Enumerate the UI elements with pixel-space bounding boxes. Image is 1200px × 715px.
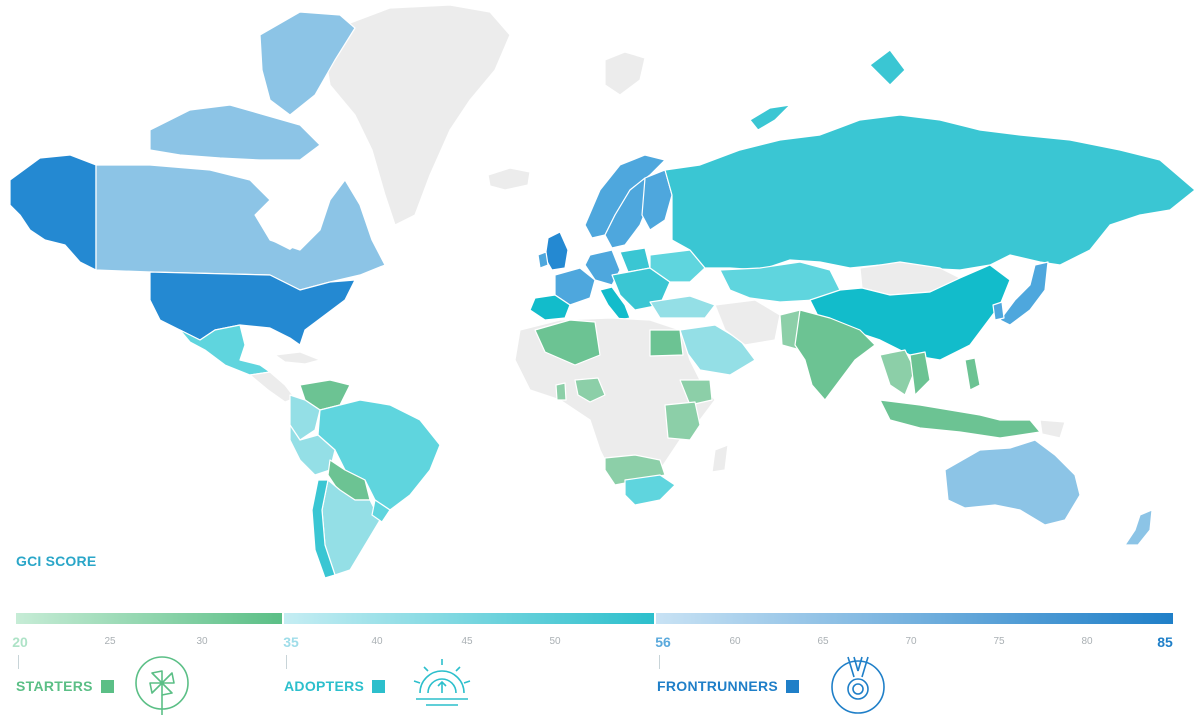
country-novaya-zemlya[interactable] bbox=[749, 104, 791, 131]
country-philippines[interactable] bbox=[964, 357, 981, 391]
divider-frontrunners bbox=[659, 655, 660, 669]
country-papua[interactable] bbox=[1039, 419, 1066, 439]
pinwheel-icon bbox=[135, 656, 189, 715]
frontrunners-gradient-bar bbox=[656, 613, 1173, 624]
scale-tick-65: 65 bbox=[817, 636, 829, 647]
country-australia[interactable] bbox=[944, 439, 1081, 526]
country-alaska[interactable] bbox=[9, 154, 97, 271]
country-usa[interactable] bbox=[149, 271, 356, 346]
country-iran[interactable] bbox=[714, 299, 781, 346]
country-algeria[interactable] bbox=[534, 319, 601, 366]
country-canada[interactable] bbox=[95, 164, 386, 291]
country-svalbard[interactable] bbox=[604, 51, 646, 96]
country-ethiopia[interactable] bbox=[679, 379, 713, 406]
hudson-bay bbox=[255, 205, 305, 250]
category-adopters: ADOPTERS bbox=[284, 678, 386, 694]
country-russia[interactable] bbox=[664, 114, 1196, 271]
country-chile[interactable] bbox=[311, 479, 336, 579]
country-norway[interactable] bbox=[584, 154, 666, 239]
country-uruguay[interactable] bbox=[371, 499, 391, 523]
country-greenland[interactable] bbox=[324, 4, 511, 226]
country-cuba[interactable] bbox=[274, 351, 321, 365]
scale-tick-40: 40 bbox=[371, 636, 383, 647]
country-malaysia-indonesia[interactable] bbox=[879, 399, 1041, 439]
country-madagascar[interactable] bbox=[711, 444, 729, 473]
country-egypt[interactable] bbox=[649, 329, 684, 357]
scale-tick-25: 25 bbox=[104, 636, 116, 647]
country-russia-arctic[interactable] bbox=[869, 49, 906, 86]
country-nigeria[interactable] bbox=[574, 377, 606, 403]
country-italy[interactable] bbox=[599, 286, 631, 321]
country-ghana[interactable] bbox=[555, 382, 567, 401]
adopters-label: ADOPTERS bbox=[284, 678, 365, 694]
gci-score-title: GCI SCORE bbox=[16, 553, 97, 569]
country-south-africa[interactable] bbox=[624, 474, 676, 506]
country-thailand[interactable] bbox=[879, 349, 916, 396]
country-mexico[interactable] bbox=[179, 324, 271, 376]
scale-tick-35: 35 bbox=[283, 634, 299, 650]
starters-swatch bbox=[100, 679, 114, 693]
scale-tick-30: 30 bbox=[196, 636, 208, 647]
country-japan[interactable] bbox=[999, 261, 1049, 326]
adopters-swatch bbox=[372, 679, 386, 693]
divider-adopters bbox=[286, 655, 287, 669]
scale-tick-56: 56 bbox=[655, 634, 671, 650]
country-vietnam[interactable] bbox=[909, 351, 931, 396]
country-brazil[interactable] bbox=[317, 399, 441, 511]
starters-label: STARTERS bbox=[16, 678, 93, 694]
category-starters: STARTERS bbox=[16, 678, 114, 694]
speedometer-icon bbox=[413, 659, 471, 706]
medal-icon bbox=[831, 656, 885, 714]
country-turkey[interactable] bbox=[649, 295, 716, 319]
frontrunners-label: FRONTRUNNERS bbox=[657, 678, 779, 694]
country-india[interactable] bbox=[794, 309, 876, 401]
country-new-zealand[interactable] bbox=[1124, 509, 1153, 546]
scale-tick-60: 60 bbox=[729, 636, 741, 647]
divider-starters bbox=[18, 655, 19, 669]
scale-tick-20: 20 bbox=[12, 634, 28, 650]
adopters-gradient-bar bbox=[284, 613, 654, 624]
country-iceland[interactable] bbox=[487, 167, 531, 191]
scale-tick-75: 75 bbox=[993, 636, 1005, 647]
country-spain[interactable] bbox=[529, 294, 571, 321]
country-south-korea[interactable] bbox=[992, 301, 1005, 321]
scale-tick-70: 70 bbox=[905, 636, 917, 647]
country-canada-islands[interactable] bbox=[149, 104, 321, 161]
scale-tick-50: 50 bbox=[549, 636, 561, 647]
starters-gradient-bar bbox=[16, 613, 282, 624]
category-frontrunners: FRONTRUNNERS bbox=[657, 678, 800, 694]
scale-tick-85: 85 bbox=[1157, 634, 1173, 650]
country-kenya-tanzania[interactable] bbox=[664, 401, 701, 441]
country-germany[interactable] bbox=[584, 249, 621, 286]
country-canada-arctic[interactable] bbox=[259, 11, 356, 116]
scale-tick-45: 45 bbox=[461, 636, 473, 647]
scale-tick-80: 80 bbox=[1081, 636, 1093, 647]
world-map bbox=[9, 4, 1196, 579]
country-ireland[interactable] bbox=[537, 251, 549, 269]
frontrunners-swatch bbox=[786, 679, 800, 693]
country-central-america[interactable] bbox=[249, 371, 296, 403]
